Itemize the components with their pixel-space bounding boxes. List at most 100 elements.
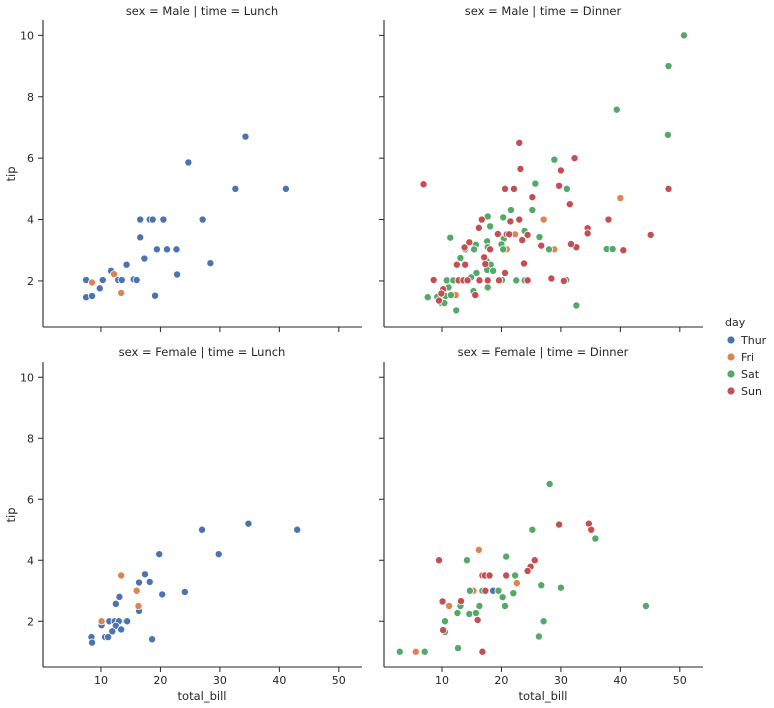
point-sun bbox=[481, 586, 490, 595]
point-sun bbox=[485, 571, 494, 580]
point-sun bbox=[565, 200, 574, 209]
point-thur bbox=[117, 625, 126, 634]
point-sun bbox=[495, 276, 504, 285]
legend-marker-fri bbox=[726, 352, 736, 362]
point-fri bbox=[110, 270, 119, 279]
point-sat bbox=[472, 268, 481, 277]
point-sun bbox=[547, 274, 556, 283]
point-sun bbox=[506, 217, 515, 226]
point-sat bbox=[608, 245, 617, 254]
point-sun bbox=[530, 556, 539, 565]
point-thur bbox=[172, 245, 181, 254]
point-thur bbox=[152, 245, 161, 254]
point-sun bbox=[478, 647, 487, 656]
point-thur bbox=[241, 132, 250, 141]
point-sat bbox=[452, 306, 461, 315]
point-sat bbox=[456, 253, 465, 262]
point-fri bbox=[474, 545, 483, 554]
point-sun bbox=[434, 296, 443, 305]
point-thur bbox=[281, 184, 290, 193]
point-thur bbox=[206, 259, 215, 268]
y-tick-label: 2 bbox=[27, 615, 34, 628]
point-sun bbox=[518, 236, 527, 245]
point-thur bbox=[173, 270, 182, 279]
point-sun bbox=[500, 184, 509, 193]
point-sun bbox=[463, 276, 472, 285]
point-thur bbox=[98, 276, 107, 285]
point-fri bbox=[134, 602, 143, 611]
point-thur bbox=[122, 260, 131, 269]
point-thur bbox=[162, 245, 171, 254]
point-sun bbox=[559, 276, 568, 285]
point-sun bbox=[523, 566, 532, 575]
point-thur bbox=[140, 570, 149, 579]
point-sun bbox=[528, 193, 537, 202]
point-sat bbox=[498, 593, 507, 602]
facet-panel-3: 10 20 30 40 50 bbox=[379, 362, 703, 687]
point-thur bbox=[148, 215, 157, 224]
x-tick-label: 40 bbox=[272, 674, 286, 687]
point-sun bbox=[438, 597, 447, 606]
legend-title: day bbox=[725, 316, 746, 329]
y-tick-label: 8 bbox=[27, 432, 34, 445]
point-sat bbox=[446, 291, 455, 300]
point-sun bbox=[515, 215, 524, 224]
point-thur bbox=[88, 638, 97, 647]
point-sat bbox=[440, 617, 449, 626]
point-sat bbox=[499, 245, 508, 254]
facet-panel-1 bbox=[379, 20, 703, 332]
point-sun bbox=[481, 260, 490, 269]
point-sun bbox=[473, 616, 482, 625]
point-sat bbox=[506, 206, 515, 215]
x-tick-label: 50 bbox=[332, 674, 346, 687]
x-axis-label-left: total_bill bbox=[178, 689, 227, 703]
point-sun bbox=[477, 215, 486, 224]
facet-title-female-dinner: sex = Female | time = Dinner bbox=[458, 345, 629, 359]
point-thur bbox=[136, 233, 145, 242]
legend-label-sun: Sun bbox=[741, 385, 762, 398]
point-thur bbox=[104, 633, 113, 642]
point-sat bbox=[509, 589, 518, 598]
x-tick-label: 20 bbox=[494, 674, 508, 687]
point-sat bbox=[442, 276, 451, 285]
point-thur bbox=[136, 215, 145, 224]
point-sat bbox=[486, 222, 495, 231]
point-sun bbox=[583, 229, 592, 238]
point-fri bbox=[132, 586, 141, 595]
x-tick-label: 20 bbox=[153, 674, 167, 687]
point-sun bbox=[471, 291, 480, 300]
point-thur bbox=[244, 519, 253, 528]
point-thur bbox=[180, 587, 189, 596]
point-fri bbox=[411, 647, 420, 656]
point-sat bbox=[465, 609, 474, 618]
point-sun bbox=[523, 230, 532, 239]
y-tick-label: 6 bbox=[27, 493, 34, 506]
point-sat bbox=[453, 609, 462, 618]
point-sun bbox=[646, 230, 655, 239]
point-sat bbox=[494, 586, 503, 595]
point-sat bbox=[502, 552, 511, 561]
point-sat bbox=[395, 647, 404, 656]
point-fri bbox=[445, 602, 454, 611]
point-fri bbox=[117, 571, 126, 580]
point-sun bbox=[480, 253, 489, 262]
y-tick-label: 10 bbox=[20, 371, 34, 384]
point-fri bbox=[512, 579, 521, 588]
legend-label-thur: Thur bbox=[740, 334, 767, 347]
point-sat bbox=[528, 525, 537, 534]
point-sun bbox=[434, 556, 443, 565]
point-thur bbox=[214, 550, 223, 559]
point-sun bbox=[439, 626, 448, 635]
x-axis-label-right: total_bill bbox=[519, 689, 568, 703]
point-sat bbox=[483, 283, 492, 292]
point-sun bbox=[515, 138, 524, 147]
y-tick-label: 10 bbox=[20, 29, 34, 42]
point-sun bbox=[460, 243, 469, 252]
point-sun bbox=[461, 260, 470, 269]
point-sun bbox=[419, 180, 428, 189]
point-sat bbox=[470, 245, 479, 254]
point-thur bbox=[148, 635, 157, 644]
point-thur bbox=[155, 550, 164, 559]
point-thur bbox=[140, 254, 149, 263]
